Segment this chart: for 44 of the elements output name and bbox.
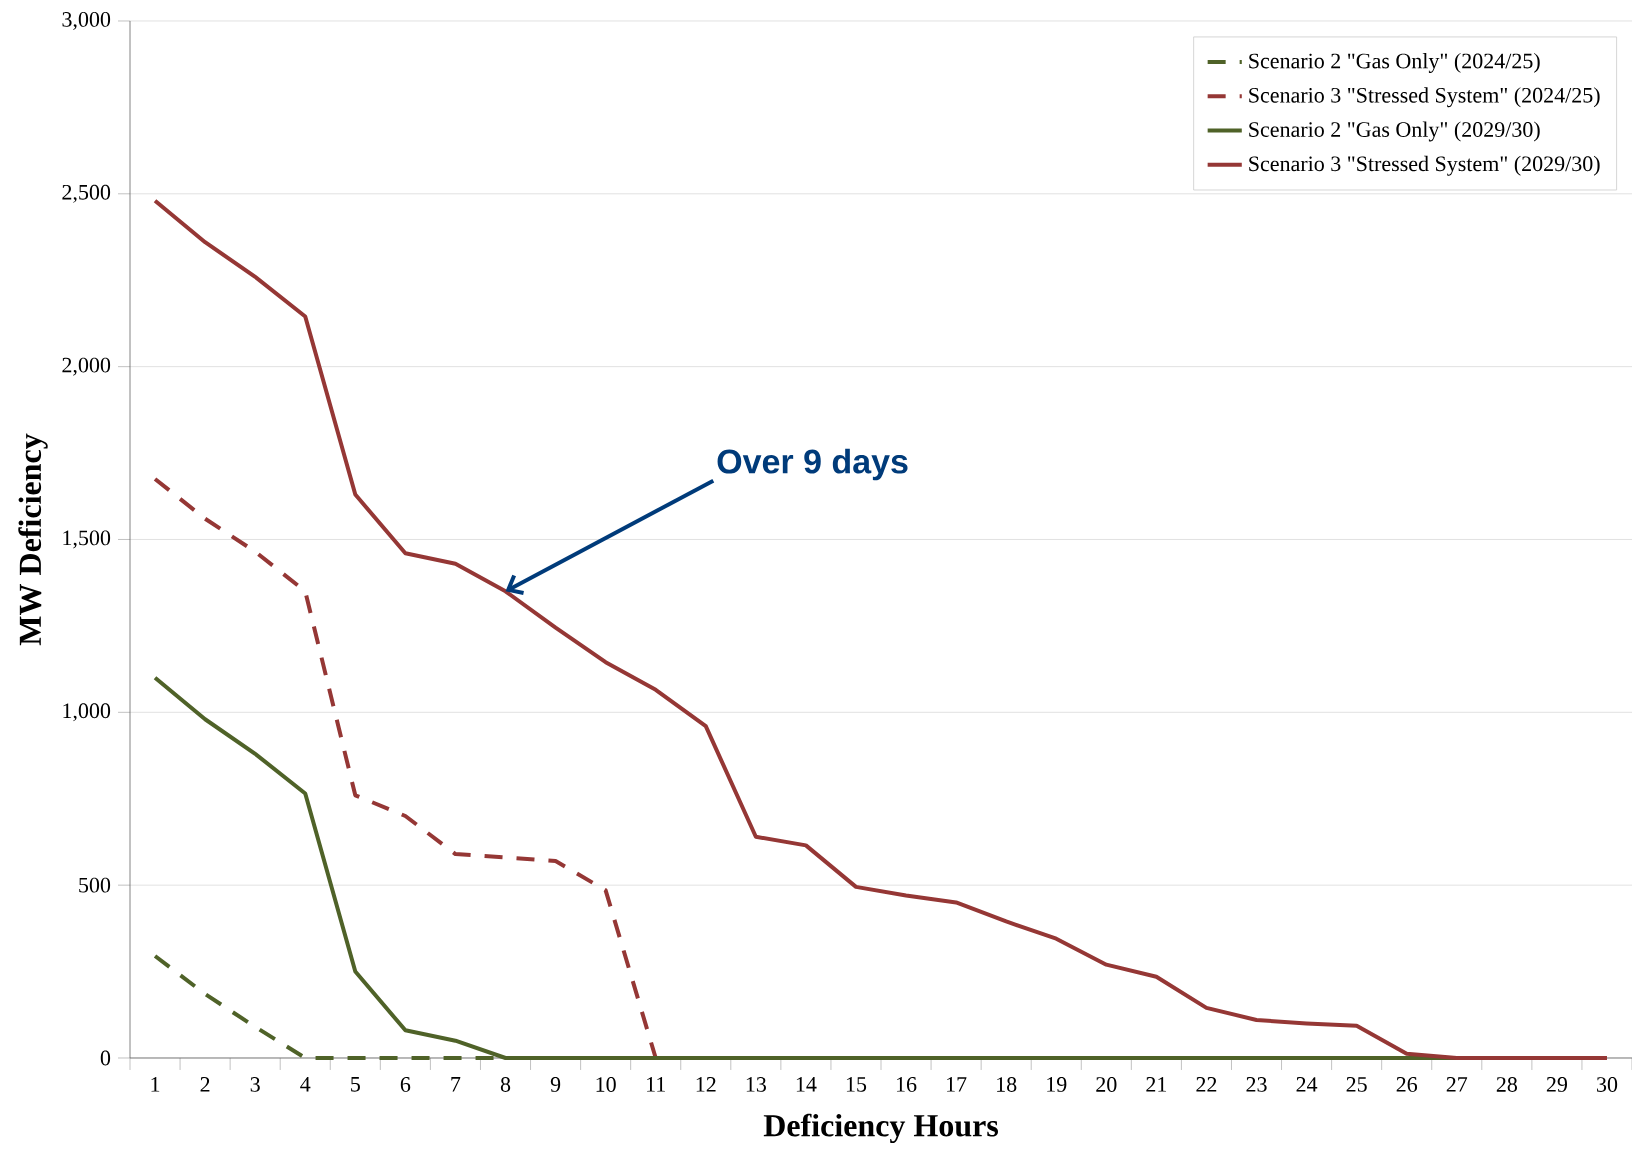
annotation: Over 9 days (717, 448, 908, 481)
y-axis-title: MW Deficiency (18, 433, 48, 646)
x-tick-label: 14 (796, 1077, 817, 1092)
x-tick-label: 15 (846, 1077, 867, 1092)
y-tick-label: 1,000 (63, 703, 111, 722)
x-tick-label: 27 (1446, 1077, 1468, 1092)
x-tick-label: 19 (1047, 1077, 1067, 1092)
x-tick-label: 29 (1546, 1077, 1568, 1092)
x-tick-label: 6 (400, 1077, 411, 1092)
y-tick-label: 500 (79, 877, 111, 893)
legend-label: Scenario 3 "Stressed System" (2029/30) (1249, 155, 1600, 176)
x-tick-label: 11 (647, 1077, 665, 1092)
x-tick-label: 17 (947, 1077, 967, 1092)
x-tick-label: 10 (596, 1077, 616, 1092)
x-tick-label: 9 (550, 1077, 561, 1092)
x-tick-label: 26 (1396, 1077, 1418, 1092)
x-tick-label: 1 (151, 1077, 160, 1092)
y-tick-label: 0 (100, 1050, 111, 1066)
x-tick-label: 30 (1597, 1077, 1618, 1092)
x-tick-label: 7 (451, 1077, 461, 1092)
x-tick-label: 2 (200, 1077, 210, 1092)
y-tick-label: 3,000 (62, 11, 111, 30)
y-tick-label: 2,000 (62, 357, 111, 376)
x-tick-label: 25 (1346, 1077, 1367, 1092)
x-axis-title: Deficiency Hours (763, 1113, 998, 1144)
x-tick-label: 28 (1496, 1077, 1518, 1092)
x-tick-label: 5 (351, 1077, 360, 1092)
x-tick-label: 20 (1096, 1077, 1117, 1092)
x-tick-label: 13 (746, 1077, 766, 1092)
x-tick-label: 8 (500, 1077, 511, 1092)
x-tick-label: 4 (300, 1077, 311, 1092)
x-tick-label: 24 (1296, 1077, 1318, 1092)
x-tick-label: 18 (997, 1077, 1017, 1092)
legend-label: Scenario 2 "Gas Only" (2029/30) (1249, 121, 1540, 142)
y-tick-label: 1,500 (63, 530, 111, 549)
legend-label: Scenario 3 "Stressed System" (2024/25) (1249, 87, 1600, 108)
x-tick-label: 3 (250, 1077, 260, 1092)
legend-label: Scenario 2 "Gas Only" (2024/25) (1249, 52, 1540, 73)
x-tick-label: 23 (1246, 1077, 1267, 1092)
x-tick-label: 16 (896, 1077, 917, 1092)
x-tick-label: 21 (1146, 1077, 1167, 1092)
x-tick-label: 12 (696, 1077, 716, 1092)
x-tick-label: 22 (1196, 1077, 1217, 1092)
y-tick-label: 2,500 (62, 184, 111, 203)
